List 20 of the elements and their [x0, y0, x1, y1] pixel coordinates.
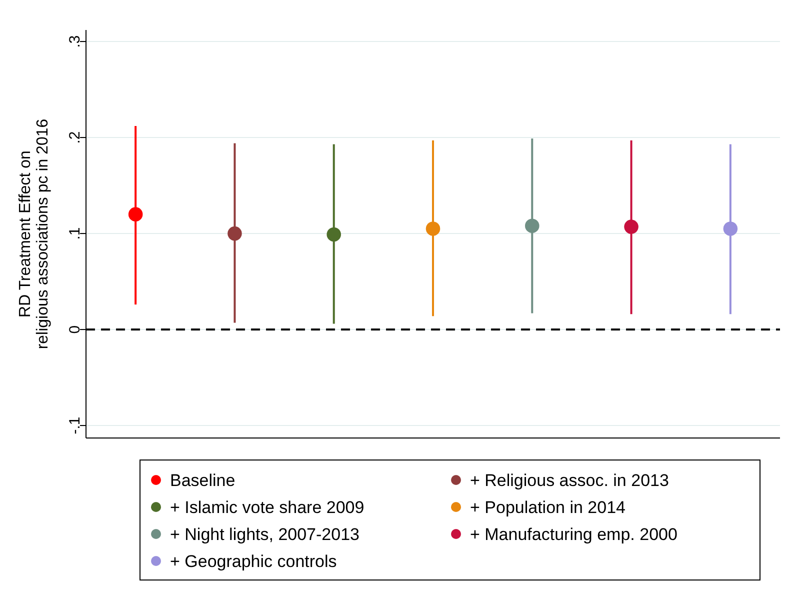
y-tick-label: .2 [66, 131, 84, 144]
y-tick-label: .1 [66, 227, 84, 240]
legend-label: + Population in 2014 [470, 498, 626, 517]
legend-label: + Islamic vote share 2009 [170, 498, 364, 517]
legend-label: + Religious assoc. in 2013 [470, 470, 669, 490]
y-tick-label: .3 [66, 35, 84, 48]
point [326, 227, 341, 242]
y-tick-label: 0 [66, 325, 84, 334]
legend-label: + Geographic controls [170, 552, 337, 571]
point [723, 222, 738, 236]
y-tick-label: -.1 [66, 416, 84, 434]
point [426, 222, 440, 236]
legend-label: + Night lights, 2007-2013 [170, 524, 360, 544]
point [128, 207, 143, 222]
point [525, 218, 540, 233]
legend-label: + Manufacturing emp. 2000 [470, 524, 678, 544]
point [624, 220, 638, 234]
legend-label: Baseline [170, 470, 236, 490]
point [228, 226, 242, 241]
y-axis-title: RD Treatment Effect on religious associations pc in 2016 [17, 118, 52, 350]
